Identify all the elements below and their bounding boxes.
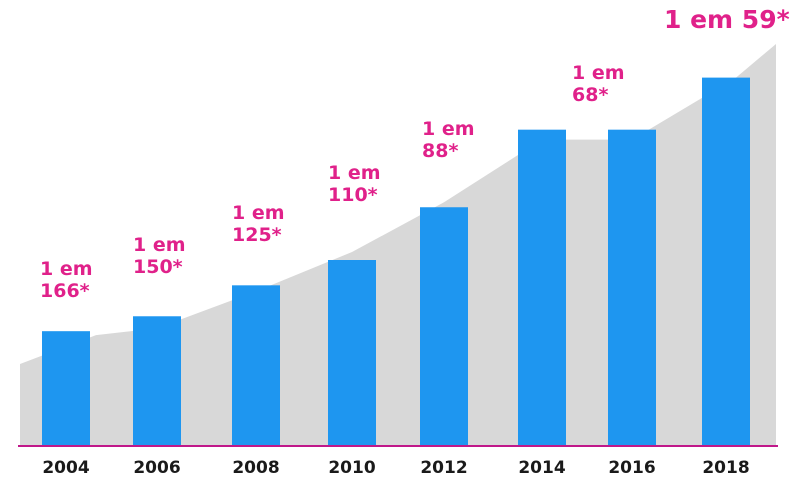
x-tick-label: 2006: [133, 458, 181, 478]
x-tick-label: 2010: [328, 458, 376, 478]
background-trend-area: [20, 44, 776, 446]
data-label-line: 1 em: [133, 234, 186, 256]
bar-2008: [232, 285, 280, 446]
bar-2010: [328, 260, 376, 446]
data-label-line: 1 em: [40, 258, 93, 280]
data-label-line: 110*: [328, 184, 378, 206]
x-tick-label: 2008: [232, 458, 280, 478]
data-label-line: 1 em: [422, 118, 475, 140]
x-tick-label: 2004: [42, 458, 90, 478]
bar-2014: [518, 129, 566, 447]
bar-2004: [42, 331, 90, 446]
bar-2012: [420, 207, 468, 446]
data-label-line: 88*: [422, 140, 459, 162]
bars-group: [42, 77, 750, 447]
data-label-2008: 1 em 125*: [232, 202, 285, 246]
data-label-line: 1 em: [328, 162, 381, 184]
data-label-2006: 1 em 150*: [133, 234, 186, 278]
data-label-2004: 1 em 166*: [40, 258, 93, 302]
data-label-line: 1 em: [572, 62, 625, 84]
x-tick-label: 2014: [518, 458, 566, 478]
x-tick-label: 2012: [420, 458, 468, 478]
bar-2016: [608, 129, 656, 447]
bar-2006: [133, 316, 181, 446]
data-label-line: 68*: [572, 84, 609, 106]
data-label-line: 150*: [133, 256, 183, 278]
data-label-2010: 1 em 110*: [328, 162, 381, 206]
data-label-line: 1 em 59*: [664, 5, 790, 34]
x-tick-label: 2016: [608, 458, 656, 478]
data-label-line: 1 em: [232, 202, 285, 224]
data-label-2016: 1 em 68*: [572, 62, 625, 106]
data-label-2018: 1 em 59*: [664, 6, 790, 34]
data-label-2012: 1 em 88*: [422, 118, 475, 162]
x-tick-label: 2018: [702, 458, 750, 478]
data-label-line: 125*: [232, 224, 282, 246]
bar-2018: [702, 77, 750, 446]
data-label-line: 166*: [40, 280, 90, 302]
